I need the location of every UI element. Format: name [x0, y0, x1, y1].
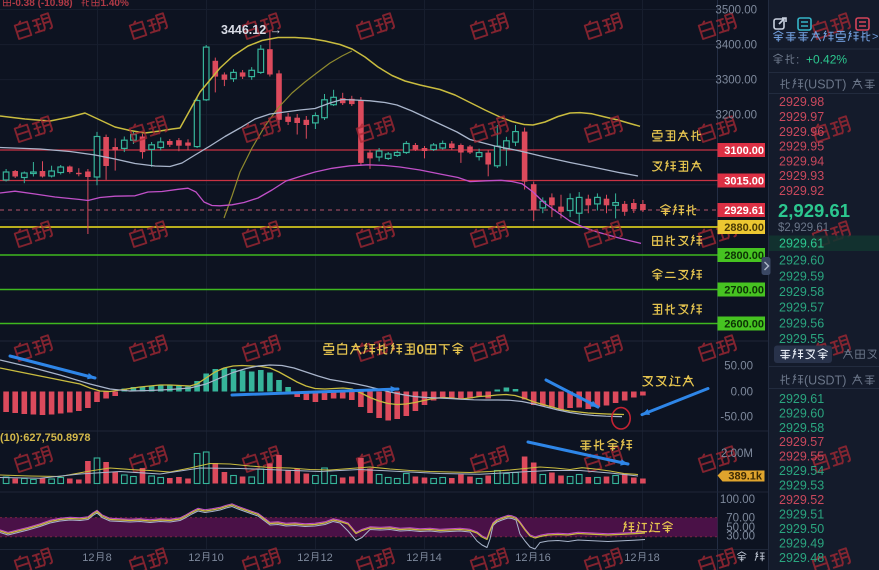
- svg-text:12: 12: [82, 552, 94, 564]
- svg-text:2929.51: 2929.51: [779, 508, 824, 522]
- svg-text:-0.38 (-10.98): -0.38 (-10.98): [12, 0, 73, 9]
- svg-text:2929.50: 2929.50: [779, 522, 824, 536]
- svg-text:2929.97: 2929.97: [779, 110, 824, 124]
- svg-text:12: 12: [321, 552, 333, 564]
- svg-text:2800.00: 2800.00: [724, 250, 764, 262]
- svg-text:12: 12: [406, 552, 418, 564]
- svg-text:2880.00: 2880.00: [724, 222, 764, 234]
- svg-text:2929.57: 2929.57: [779, 435, 824, 449]
- svg-text:(10):627,750.8978: (10):627,750.8978: [0, 432, 91, 444]
- svg-text:>: >: [872, 31, 878, 43]
- svg-text:2929.61: 2929.61: [779, 392, 824, 406]
- svg-text:+0.42%: +0.42%: [806, 53, 847, 67]
- svg-text:2929.55: 2929.55: [779, 332, 824, 346]
- svg-text:12: 12: [297, 552, 309, 564]
- svg-text:2929.58: 2929.58: [779, 285, 824, 299]
- svg-text:2929.59: 2929.59: [779, 269, 824, 283]
- svg-text:(USDT): (USDT): [804, 78, 846, 92]
- svg-text:16: 16: [539, 552, 551, 564]
- svg-text:2929.98: 2929.98: [779, 95, 824, 109]
- svg-text:3446.12 →: 3446.12 →: [221, 23, 282, 37]
- svg-text:2929.53: 2929.53: [779, 479, 824, 493]
- svg-text:2929.61: 2929.61: [724, 205, 764, 217]
- svg-text:2929.54: 2929.54: [779, 464, 824, 478]
- svg-text:30.00: 30.00: [726, 531, 755, 543]
- svg-text:3015.00: 3015.00: [724, 176, 764, 188]
- svg-text:3400.00: 3400.00: [715, 40, 757, 52]
- svg-text:10: 10: [212, 552, 224, 564]
- svg-text:12: 12: [624, 552, 636, 564]
- svg-text:2929.95: 2929.95: [779, 140, 824, 154]
- svg-text:2929.60: 2929.60: [779, 254, 824, 268]
- svg-text:2929.93: 2929.93: [779, 169, 824, 183]
- svg-text:2929.48: 2929.48: [779, 551, 824, 565]
- svg-text:2929.49: 2929.49: [779, 536, 824, 550]
- svg-text:3500.00: 3500.00: [715, 5, 757, 17]
- svg-text:1.40%: 1.40%: [101, 0, 129, 9]
- svg-text:2929.92: 2929.92: [779, 184, 824, 198]
- svg-text:70.00: 70.00: [726, 512, 755, 524]
- svg-text:2929.96: 2929.96: [779, 125, 824, 139]
- svg-text:2929.58: 2929.58: [779, 421, 824, 435]
- svg-text:50.00: 50.00: [724, 361, 753, 373]
- svg-text:0.00: 0.00: [731, 386, 753, 398]
- svg-text:50.00: 50.00: [726, 522, 755, 534]
- svg-text:0: 0: [417, 342, 425, 357]
- svg-text:3100.00: 3100.00: [724, 145, 764, 157]
- svg-text::: :: [796, 53, 799, 67]
- svg-text:2929.61: 2929.61: [779, 237, 824, 251]
- svg-text:12: 12: [515, 552, 527, 564]
- svg-text:3200.00: 3200.00: [715, 110, 757, 122]
- svg-text:2929.60: 2929.60: [779, 406, 824, 420]
- svg-text:389.1k: 389.1k: [728, 471, 763, 483]
- svg-text:14: 14: [430, 552, 442, 564]
- svg-text:2.00M: 2.00M: [721, 448, 753, 460]
- svg-text:2929.57: 2929.57: [779, 301, 824, 315]
- svg-text:2929.55: 2929.55: [779, 450, 824, 464]
- svg-text:$2,929.61: $2,929.61: [778, 222, 829, 234]
- svg-text:2,929.61: 2,929.61: [778, 200, 850, 221]
- svg-text:2929.56: 2929.56: [779, 316, 824, 330]
- svg-text:2600.00: 2600.00: [724, 319, 764, 331]
- svg-text:100.00: 100.00: [720, 494, 755, 506]
- svg-text:12: 12: [188, 552, 200, 564]
- svg-text:2700.00: 2700.00: [724, 285, 764, 297]
- svg-text:18: 18: [648, 552, 660, 564]
- svg-text:2929.52: 2929.52: [779, 493, 824, 507]
- svg-text:-50.00: -50.00: [720, 412, 753, 424]
- svg-text:8: 8: [106, 552, 112, 564]
- svg-text:(USDT): (USDT): [804, 373, 846, 387]
- svg-text:3300.00: 3300.00: [715, 75, 757, 87]
- svg-text:2929.94: 2929.94: [779, 154, 824, 168]
